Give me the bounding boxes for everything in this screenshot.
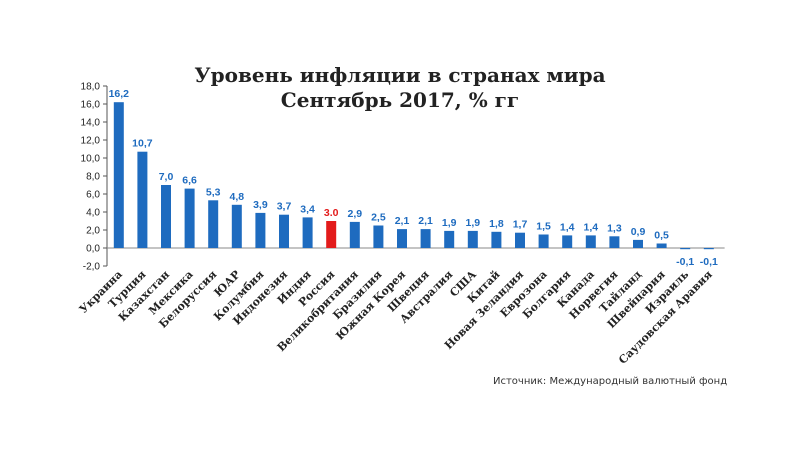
y-tick-label: 6,0: [86, 190, 100, 201]
chart-title-line1: Уровень инфляции в странах мира: [194, 63, 606, 87]
bar: [703, 248, 714, 250]
bar: [680, 248, 691, 250]
bar: [585, 235, 596, 248]
y-tick-label: 18,0: [81, 82, 101, 93]
bar: [538, 234, 549, 248]
bar: [255, 212, 266, 248]
y-tick-label: 16,0: [81, 100, 101, 111]
bar: [444, 230, 455, 248]
bar: [467, 230, 478, 248]
y-tick-label: -2,0: [83, 262, 101, 273]
data-label: 1,5: [536, 221, 551, 233]
y-tick-label: 8,0: [86, 172, 100, 183]
bar: [633, 239, 643, 248]
data-label: 3,7: [277, 201, 292, 213]
data-label: 1,9: [442, 217, 457, 229]
data-label: 2,1: [418, 215, 433, 227]
data-label: 1,4: [560, 221, 575, 233]
data-label: -0,1: [700, 256, 718, 268]
bar: [326, 221, 337, 248]
data-label: 2,9: [347, 208, 362, 220]
data-label: 5,3: [206, 186, 221, 198]
data-label: 4,8: [229, 191, 244, 203]
y-tick-label: 0,0: [86, 244, 100, 255]
bar: [161, 185, 171, 248]
source-note: Источник: Международный валютный фонд: [493, 376, 728, 387]
data-label: 3,9: [253, 199, 268, 211]
bar: [562, 235, 573, 248]
bar: [397, 229, 407, 248]
data-label: 1,8: [489, 218, 504, 230]
data-label: 3.0: [324, 207, 339, 219]
data-label: 6,6: [182, 175, 197, 187]
data-label: 0,5: [654, 230, 669, 242]
data-label: 1,7: [513, 219, 528, 231]
bar: [491, 231, 502, 248]
bar: [208, 200, 219, 248]
y-tick-label: 10,0: [81, 154, 101, 165]
data-label: 0,9: [631, 226, 646, 238]
bar: [137, 151, 148, 248]
bar: [373, 225, 384, 248]
data-label: 1,9: [465, 217, 480, 229]
data-label: 3,4: [300, 203, 315, 215]
bar: [231, 204, 242, 248]
data-label: 2,1: [395, 215, 410, 227]
y-tick-label: 2,0: [86, 226, 100, 237]
bar: [184, 188, 195, 248]
bar: [349, 221, 360, 248]
bar: [609, 236, 620, 248]
y-tick-label: 12,0: [81, 136, 101, 147]
bar: [515, 232, 525, 248]
data-label: 1,3: [607, 222, 622, 234]
y-tick-label: 14,0: [81, 118, 101, 129]
bar: [279, 214, 289, 248]
bar: [420, 229, 431, 248]
bar: [656, 243, 667, 248]
bar: [302, 217, 313, 248]
bar: [113, 102, 124, 248]
data-label: -0,1: [676, 256, 694, 268]
data-label: 7,0: [159, 171, 174, 183]
chart-title-line2: Сентябрь 2017, % гг: [280, 88, 520, 112]
data-label: 10,7: [132, 138, 153, 150]
data-label: 16,2: [109, 88, 130, 100]
y-tick-label: 4,0: [86, 208, 100, 219]
data-label: 1,4: [583, 221, 598, 233]
data-label: 2,5: [371, 212, 386, 224]
